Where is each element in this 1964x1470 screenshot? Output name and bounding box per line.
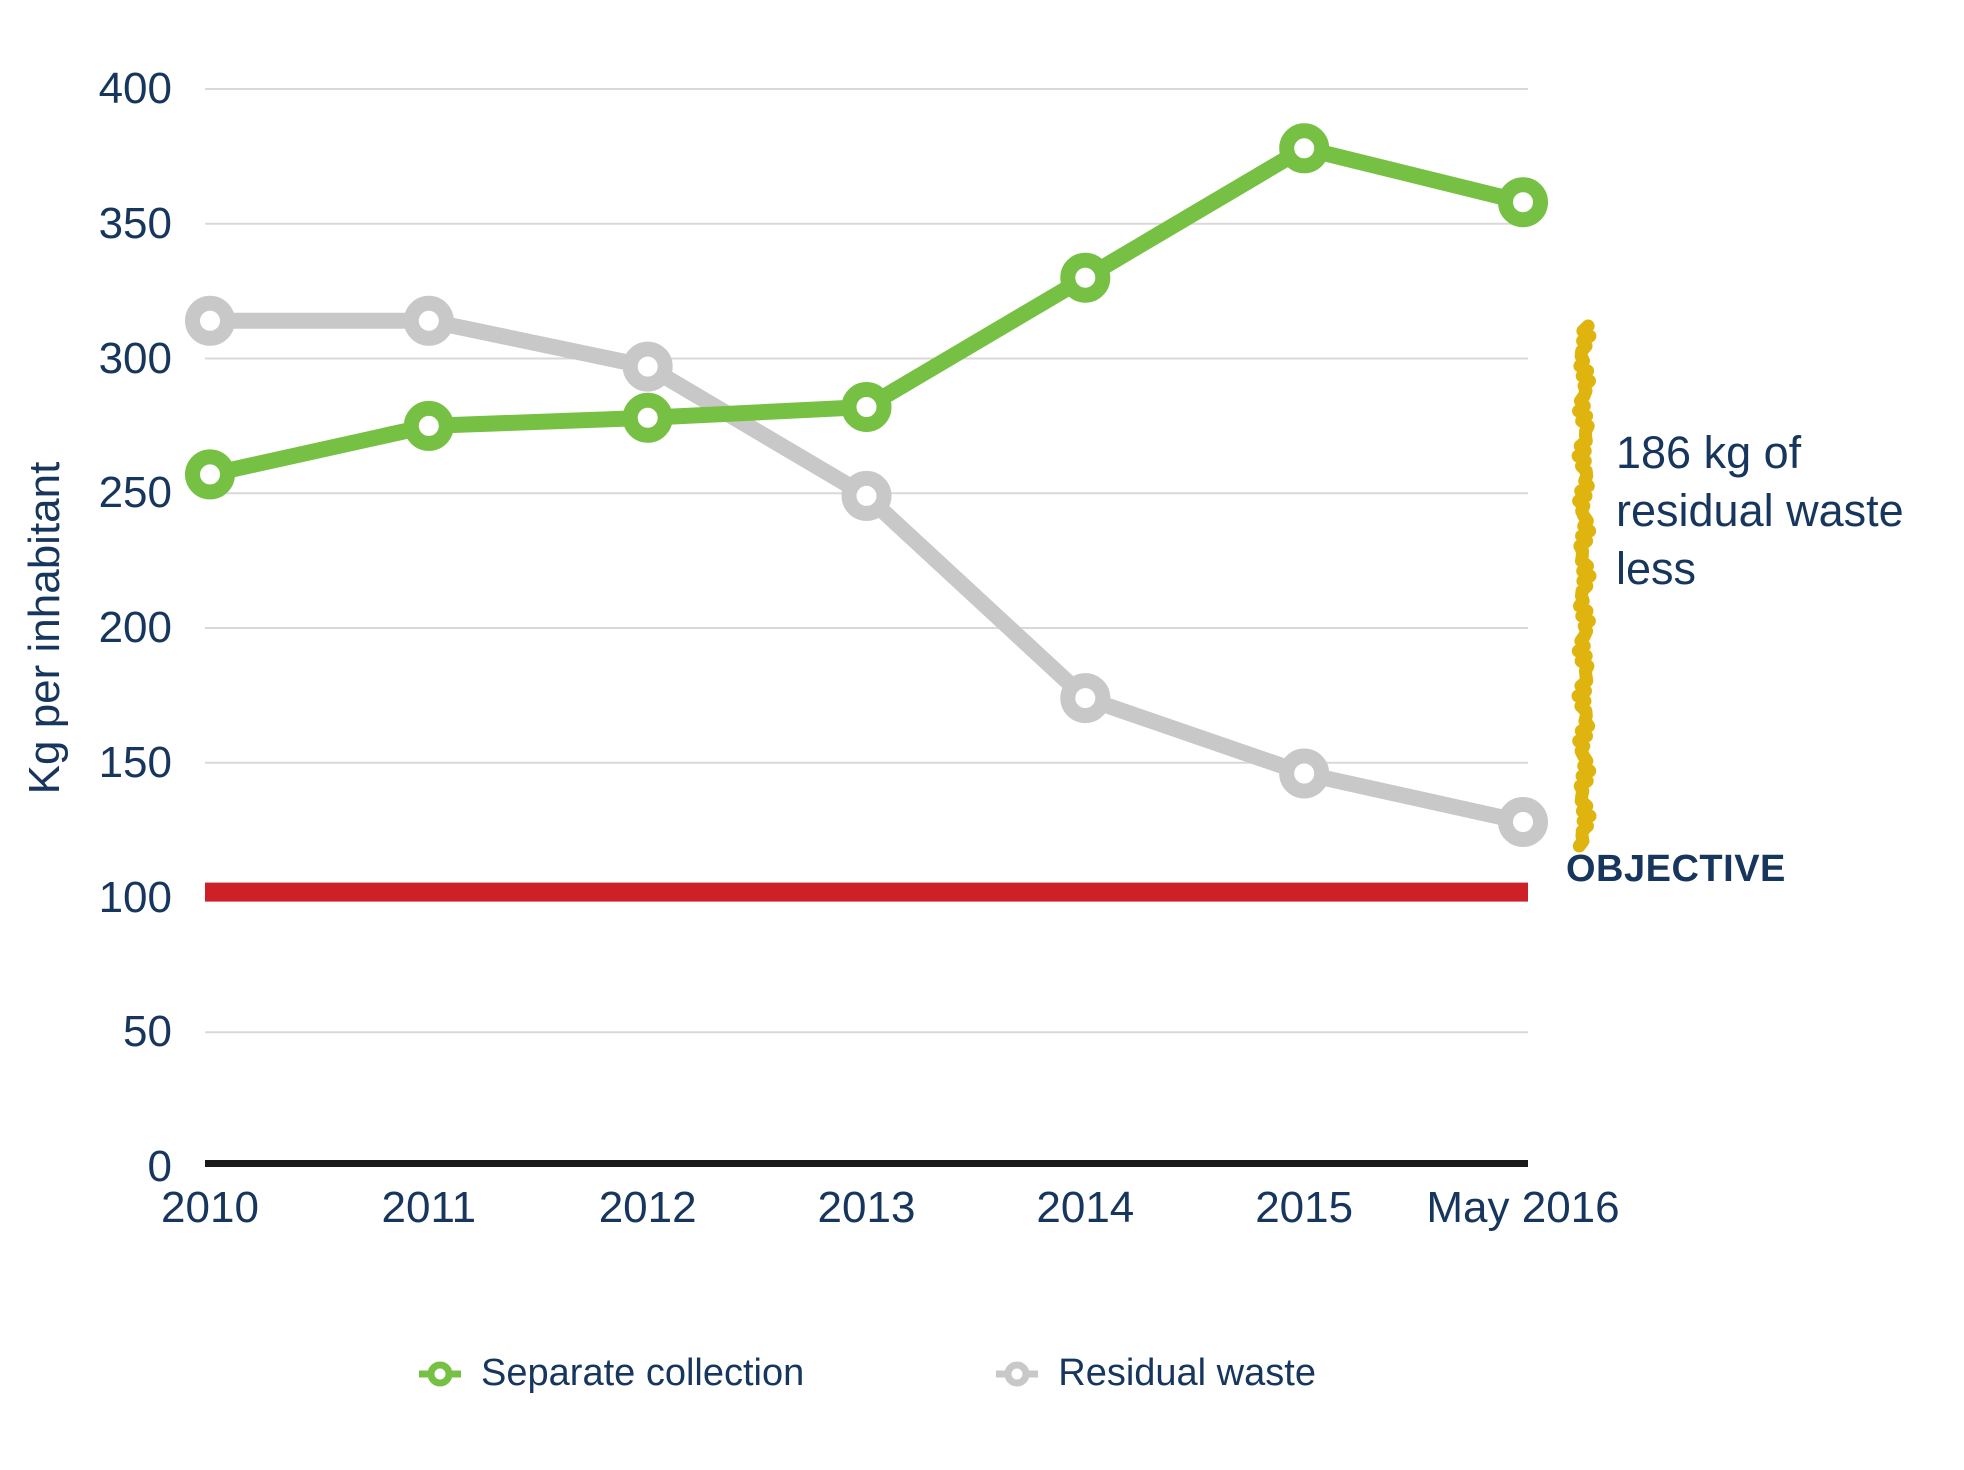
y-tick-label-400: 400 [98,64,172,113]
objective-label: OBJECTIVE [1566,848,1786,890]
data-point-residual-waste-2011 [403,295,454,346]
x-tick-label-may-2016: May 2016 [1426,1183,1620,1232]
x-tick-label-2010: 2010 [161,1183,259,1232]
data-point-residual-waste-2014 [1060,673,1111,724]
data-point-separate-collection-2010 [185,449,235,500]
y-axis-title: Kg per inhabitant [20,461,69,795]
data-point-separate-collection-2012 [622,392,673,443]
annotation-text-line: 186 kg of [1616,427,1802,478]
x-tick-label-2011: 2011 [381,1183,477,1232]
plot-area [185,88,1548,1167]
legend: Separate collection Residual waste [205,1352,1528,1395]
x-tick-label-2014: 2014 [1036,1183,1135,1232]
y-tick-label-300: 300 [98,333,172,383]
y-tick-label-150: 150 [98,737,172,787]
data-point-separate-collection-2015 [1279,123,1330,174]
separate-collection-legend-marker-icon [419,1361,462,1386]
data-point-separate-collection-2013 [841,382,892,432]
y-tick-label-250: 250 [98,468,172,518]
data-point-residual-waste-may-2016 [1498,797,1548,847]
annotation-squiggle-line [1571,319,1597,853]
data-point-residual-waste-2015 [1279,748,1330,799]
squiggle-path [1571,319,1597,853]
data-point-separate-collection-2011 [403,400,454,451]
y-tick-label-50: 50 [123,1007,172,1057]
data-point-residual-waste-2013 [841,470,892,521]
data-point-separate-collection-2014 [1060,252,1111,303]
y-tick-label-0: 0 [147,1142,172,1191]
objective-line [205,882,1528,902]
annotation-text-line: less [1616,543,1697,594]
annotation-text: 186 kg of residual waste less [1616,424,1904,598]
legend-item-separate-collection: Separate collection [417,1352,804,1395]
legend-item-residual-waste: Residual waste [994,1352,1316,1395]
annotation-text-line: residual waste [1616,485,1904,536]
residual-waste-legend-marker-icon [996,1361,1039,1386]
legend-label-residual-waste: Residual waste [1058,1352,1316,1394]
x-tick-label-2012: 2012 [598,1183,697,1232]
y-tick-label-100: 100 [98,872,172,922]
x-tick-label-2013: 2013 [817,1183,916,1232]
x-tick-label-2015: 2015 [1255,1183,1354,1232]
y-tick-label-200: 200 [98,603,172,652]
y-tick-label-350: 350 [98,198,172,248]
data-point-separate-collection-may-2016 [1498,177,1548,228]
legend-label-separate-collection: Separate collection [481,1352,805,1394]
data-point-residual-waste-2012 [622,341,673,392]
data-point-residual-waste-2010 [185,295,235,346]
